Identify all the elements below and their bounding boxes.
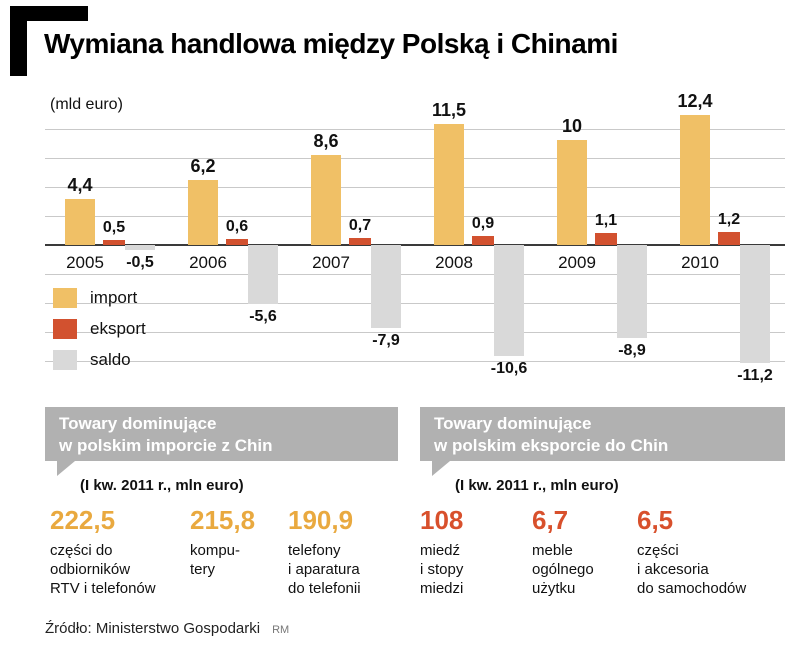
gridline: [45, 158, 785, 159]
import-item-2-value: 215,8: [190, 505, 256, 535]
year-label: 2008: [435, 253, 473, 272]
saldo-value-label: -8,9: [618, 342, 646, 360]
gridline: [45, 129, 785, 130]
eksport-item-2-label: meble ogólnego użytku: [532, 542, 594, 597]
legend-item-eksport: eksport: [53, 319, 146, 339]
saldo-value-label: -5,6: [249, 307, 277, 325]
import-bar: [65, 198, 95, 245]
legend-label-import: import: [90, 288, 138, 307]
gridline: [45, 303, 785, 304]
callout-eksport-subtitle: (I kw. 2011 r., mln euro): [455, 477, 619, 494]
chart-legend: import eksport saldo: [53, 288, 146, 381]
eksport-value-label: 0,6: [225, 217, 249, 235]
source-text: Źródło: Ministerstwo Gospodarki: [45, 620, 261, 637]
eksport-bar: [472, 235, 494, 245]
gridline: [45, 216, 785, 217]
chart-plot: 4,4 0,5 -0,5 2005 6,2 0,6 -5,6 2006 8,6 0,7 -7,9 20…: [45, 90, 785, 397]
import-item-3-value: 190,9: [288, 505, 354, 535]
callout-import-heading: Towary dominujące w polskim imporcie z C…: [45, 407, 398, 476]
eksport-value-label: 1,2: [717, 211, 741, 229]
import-bar: [311, 154, 341, 245]
saldo-bar: [494, 245, 524, 357]
saldo-value-label: -7,9: [372, 331, 400, 349]
import-value-label: 10: [561, 116, 583, 136]
saldo-value-label: -10,6: [490, 360, 528, 378]
year-label: 2009: [558, 253, 596, 272]
legend-label-saldo: saldo: [90, 350, 131, 369]
eksport-value-label: 0,9: [471, 214, 495, 232]
eksport-item-3-value: 6,5: [637, 505, 674, 535]
source-line: Źródło: Ministerstwo Gospodarki RM: [45, 620, 289, 637]
axis-zero-line: [45, 244, 785, 246]
saldo-color-swatch: [53, 350, 77, 370]
legend-item-saldo: saldo: [53, 350, 146, 370]
import-value-label: 12,4: [677, 90, 713, 111]
eksport-value-label: 0,7: [348, 216, 372, 234]
year-label: 2010: [681, 253, 719, 272]
eksport-item-2: 6,7 meble ogólnego użytku: [532, 505, 594, 598]
gridline: [45, 361, 785, 362]
eksport-item-1-value: 108: [420, 505, 464, 535]
callout-eksport-heading: Towary dominujące w polskim eksporcie do…: [420, 407, 785, 476]
corner-bracket-mark: [10, 6, 88, 76]
eksport-item-3-label: części i akcesoria do samochodów: [637, 542, 747, 597]
eksport-value-label: 1,1: [594, 212, 618, 230]
eksport-item-2-value: 6,7: [532, 505, 569, 535]
legend-item-import: import: [53, 288, 146, 308]
import-value-label: 11,5: [431, 100, 467, 121]
saldo-bar: [740, 245, 770, 363]
gridline: [45, 332, 785, 333]
saldo-value-label: -11,2: [737, 366, 773, 384]
credit-text: RM: [272, 624, 290, 636]
year-label: 2006: [189, 253, 227, 272]
page-title: Wymiana handlowa między Polską i Chinami: [44, 28, 618, 59]
eksport-color-swatch: [53, 319, 77, 339]
import-item-1-label: części do odbiorników RTV i telefonów: [50, 542, 156, 597]
eksport-item-1-label: miedź i stopy miedzi: [420, 542, 464, 597]
import-item-3-label: telefony i aparatura do telefonii: [288, 542, 361, 597]
eksport-bar: [103, 239, 125, 245]
eksport-bar: [226, 238, 248, 245]
import-bar: [680, 114, 710, 245]
import-item-3: 190,9 telefony i aparatura do telefonii: [288, 505, 361, 598]
saldo-bar: [248, 245, 278, 304]
saldo-value-label: -0,5: [126, 254, 154, 272]
gridline: [45, 274, 785, 275]
gridline: [45, 187, 785, 188]
callout-import-subtitle: (I kw. 2011 r., mln euro): [80, 477, 244, 494]
import-value-label: 8,6: [313, 130, 339, 151]
import-item-1-value: 222,5: [50, 505, 116, 535]
saldo-bar: [371, 245, 401, 328]
saldo-bar: [617, 245, 647, 339]
eksport-item-1: 108 miedź i stopy miedzi: [420, 505, 463, 598]
import-value-label: 6,2: [190, 155, 216, 176]
eksport-value-label: 0,5: [102, 218, 126, 236]
import-value-label: 4,4: [67, 174, 93, 195]
year-label: 2005: [66, 253, 104, 272]
import-bar: [188, 179, 218, 245]
import-bar: [434, 124, 464, 245]
import-item-1: 222,5 części do odbiorników RTV i telefo…: [50, 505, 156, 598]
import-color-swatch: [53, 288, 77, 308]
saldo-bar: [125, 245, 155, 251]
eksport-bar: [718, 232, 740, 245]
import-item-2: 215,8 kompu- tery: [190, 505, 255, 579]
import-item-2-label: kompu- tery: [190, 542, 241, 578]
legend-label-eksport: eksport: [90, 319, 146, 338]
eksport-item-3: 6,5 części i akcesoria do samochodów: [637, 505, 746, 598]
axis-unit-label: (mld euro): [50, 96, 123, 113]
eksport-bar: [349, 237, 371, 245]
import-bar: [557, 140, 587, 245]
eksport-bar: [595, 233, 617, 245]
year-label: 2007: [312, 253, 350, 272]
